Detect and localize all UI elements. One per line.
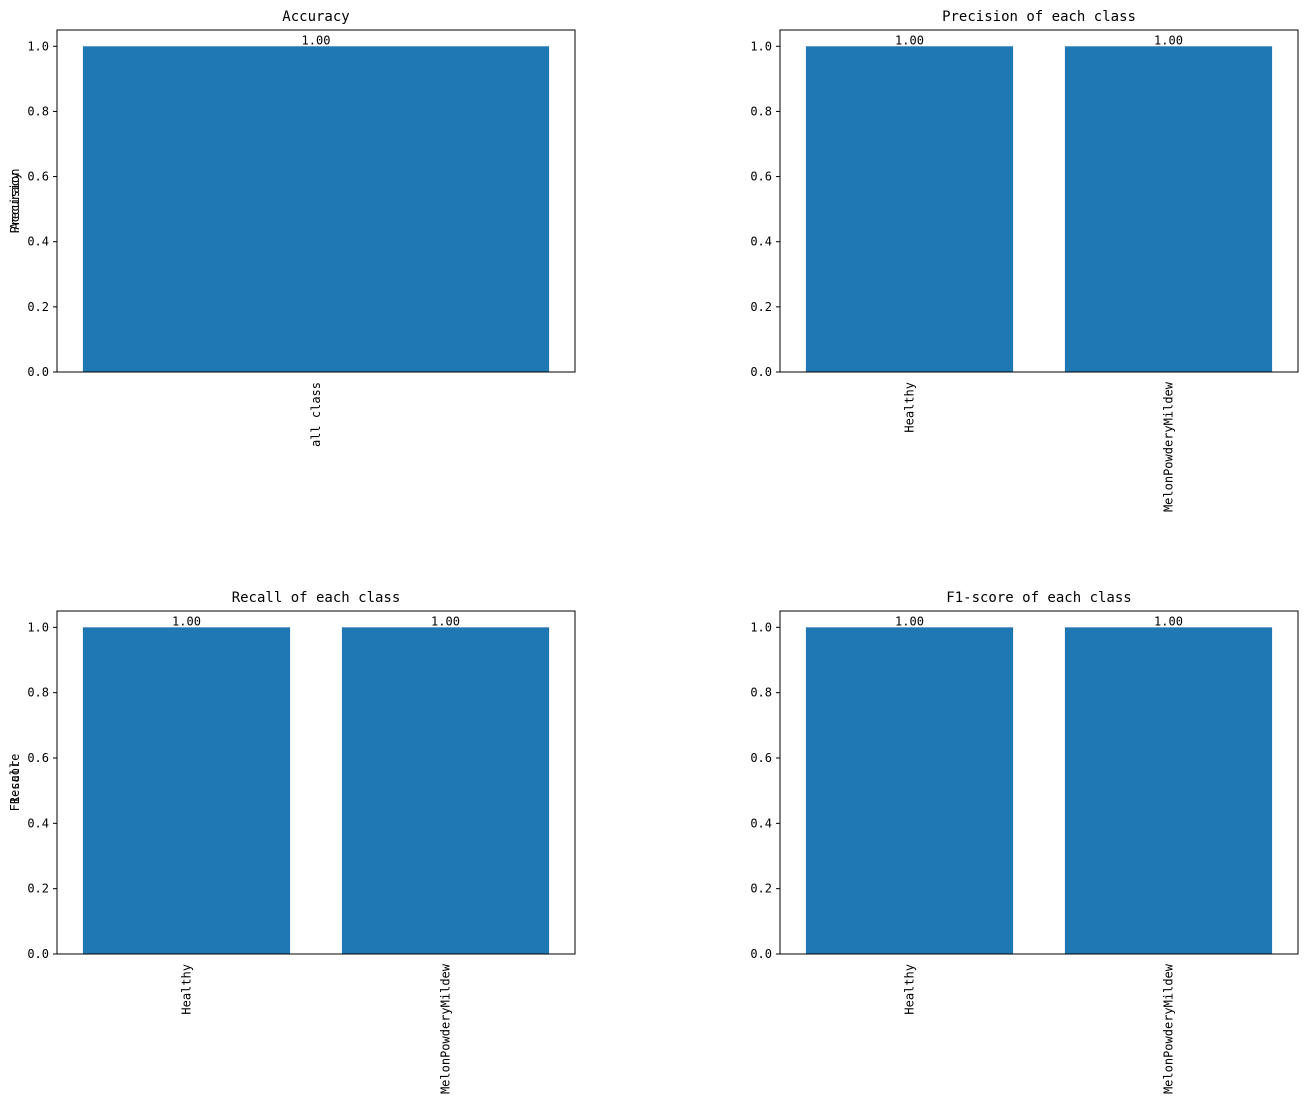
value-label: 1.00: [302, 33, 331, 47]
y-tick-label: 0.8: [750, 104, 772, 118]
x-tick-label: MelonPowderyMildew: [439, 963, 453, 1094]
y-tick-label: 0.4: [27, 235, 49, 249]
y-tick-label: 0.2: [27, 882, 49, 896]
y-tick-label: 0.6: [750, 170, 772, 184]
y-tick-label: 0.6: [750, 751, 772, 765]
bar: [1064, 627, 1273, 954]
bar: [341, 627, 550, 954]
y-tick-label: 1.0: [750, 39, 772, 53]
y-axis-label: Recall: [8, 761, 22, 804]
x-tick-label: all class: [309, 382, 323, 447]
y-tick-label: 0.6: [27, 170, 49, 184]
subplot: Precision of each class Precision 0.0 0.2 0.…: [8, 9, 1299, 512]
subplot: F1-score of each class F1-score 0.0 0.2 0.4 0…: [8, 590, 1299, 1094]
subplot-title: Accuracy: [282, 9, 349, 25]
subplot: Recall of each class Recall 0.0 0.2 0.4 0.6 0.…: [8, 590, 576, 1094]
y-tick-label: 0.2: [750, 300, 772, 314]
x-tick-label: Healthy: [180, 964, 194, 1015]
axes-frame: [779, 610, 1299, 955]
value-label: 1.00: [172, 614, 201, 628]
x-tick-label: Healthy: [903, 382, 917, 433]
subplot: Accuracy Accuracy 0.0 0.2 0.4 0.6 0.8 1.0 1.00 al…: [8, 9, 576, 447]
value-label: 1.00: [1154, 33, 1183, 47]
bar: [1064, 46, 1273, 373]
y-tick-label: 0.4: [750, 235, 772, 249]
y-tick-label: 1.0: [27, 39, 49, 53]
subplot-title: F1-score of each class: [946, 590, 1131, 606]
bar: [82, 627, 291, 954]
y-tick-label: 0.4: [27, 816, 49, 830]
subplot-title: Precision of each class: [942, 9, 1136, 25]
y-tick-label: 1.0: [750, 620, 772, 634]
axes-frame: [56, 29, 576, 373]
bar: [805, 627, 1014, 954]
value-label: 1.00: [895, 33, 924, 47]
axes-frame: [56, 610, 576, 955]
y-tick-label: 0.0: [750, 365, 772, 379]
x-tick-label: MelonPowderyMildew: [1162, 963, 1176, 1094]
y-tick-label: 0.8: [750, 686, 772, 700]
y-axis-label: F1-score: [8, 754, 22, 812]
y-tick-label: 0.0: [27, 947, 49, 961]
value-label: 1.00: [431, 614, 460, 628]
value-label: 1.00: [1154, 614, 1183, 628]
y-axis-label: Precision: [8, 168, 22, 233]
y-tick-label: 0.0: [27, 365, 49, 379]
x-tick-label: Healthy: [903, 964, 917, 1015]
y-tick-label: 0.2: [27, 300, 49, 314]
y-tick-label: 0.2: [750, 882, 772, 896]
subplot-title: Recall of each class: [232, 590, 401, 606]
axes-frame: [779, 29, 1299, 373]
y-axis-label: Accuracy: [8, 172, 22, 230]
value-label: 1.00: [895, 614, 924, 628]
y-tick-label: 0.4: [750, 816, 772, 830]
y-tick-label: 0.6: [27, 751, 49, 765]
y-tick-label: 0.0: [750, 947, 772, 961]
bar: [82, 46, 550, 373]
x-tick-label: MelonPowderyMildew: [1162, 381, 1176, 512]
y-tick-label: 0.8: [27, 686, 49, 700]
y-tick-label: 0.8: [27, 104, 49, 118]
bar: [805, 46, 1014, 373]
y-tick-label: 1.0: [27, 620, 49, 634]
